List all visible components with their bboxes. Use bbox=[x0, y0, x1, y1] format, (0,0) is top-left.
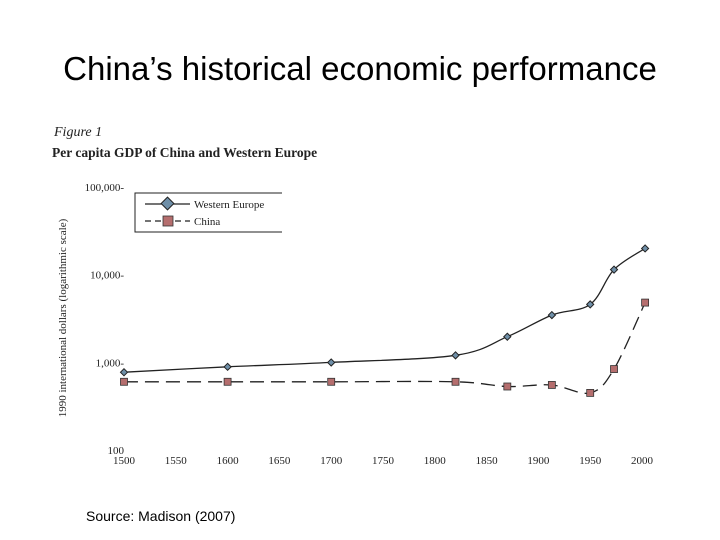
y-tick-label: 100 bbox=[108, 445, 125, 457]
slide-title: China’s historical economic performance bbox=[63, 50, 657, 87]
y-tick-label: 10,000- bbox=[90, 270, 124, 282]
western-europe-point bbox=[451, 351, 460, 360]
legend-china-marker bbox=[162, 215, 174, 227]
western-europe-point bbox=[223, 362, 232, 372]
western-europe-point bbox=[547, 310, 557, 320]
legend: Western Europe China bbox=[134, 192, 282, 233]
legend-western-marker bbox=[160, 196, 175, 211]
source-note: Source: Madison (2007) bbox=[86, 508, 236, 524]
x-tick-label: 1600 bbox=[217, 455, 240, 467]
china-point bbox=[327, 377, 336, 386]
x-tick-label: 1850 bbox=[476, 455, 499, 467]
y-tick-label: 1,000- bbox=[96, 357, 125, 369]
china-line bbox=[124, 302, 646, 395]
x-tick-label: 1650 bbox=[268, 455, 291, 467]
legend-china-label: China bbox=[194, 216, 220, 228]
china-point bbox=[586, 389, 595, 397]
china-point bbox=[503, 382, 512, 391]
x-tick-label: 1500 bbox=[113, 455, 136, 467]
western-europe-point bbox=[503, 332, 512, 341]
figure-label: Figure 1 bbox=[53, 125, 102, 140]
x-tick-label: 2000 bbox=[631, 455, 654, 467]
western-europe-point bbox=[585, 300, 595, 309]
legend-western-label: Western Europe bbox=[194, 199, 264, 211]
x-tick-label: 1900 bbox=[527, 455, 550, 467]
x-tick-label: 1550 bbox=[165, 455, 188, 467]
x-tick-labels: 1500 1550 1600 1650 1700 1750 1800 1850 1900 1950… bbox=[113, 455, 654, 467]
western-europe-point bbox=[119, 367, 129, 377]
china-point bbox=[223, 377, 232, 386]
series-group bbox=[119, 244, 650, 397]
china-point bbox=[120, 377, 128, 386]
x-tick-label: 1800 bbox=[424, 455, 447, 467]
x-tick-label: 1700 bbox=[320, 455, 343, 467]
y-axis-label: 1990 international dollars (logarithmic … bbox=[57, 218, 69, 417]
x-tick-label: 1950 bbox=[579, 455, 602, 467]
western-europe-point bbox=[609, 265, 619, 274]
legend-frame bbox=[134, 192, 282, 233]
y-tick-labels: 100 1,000- 10,000- 100,000- bbox=[85, 182, 125, 457]
china-point bbox=[641, 298, 650, 307]
china-point bbox=[547, 381, 556, 389]
y-tick-label: 100,000- bbox=[85, 182, 125, 194]
chart-title: Per capita GDP of China and Western Euro… bbox=[52, 145, 317, 160]
western-europe-point bbox=[640, 244, 650, 253]
china-point bbox=[451, 377, 460, 386]
china-point bbox=[610, 365, 618, 373]
western-europe-point bbox=[326, 358, 336, 367]
x-tick-label: 1750 bbox=[372, 455, 395, 467]
western-europe-line bbox=[123, 247, 646, 373]
